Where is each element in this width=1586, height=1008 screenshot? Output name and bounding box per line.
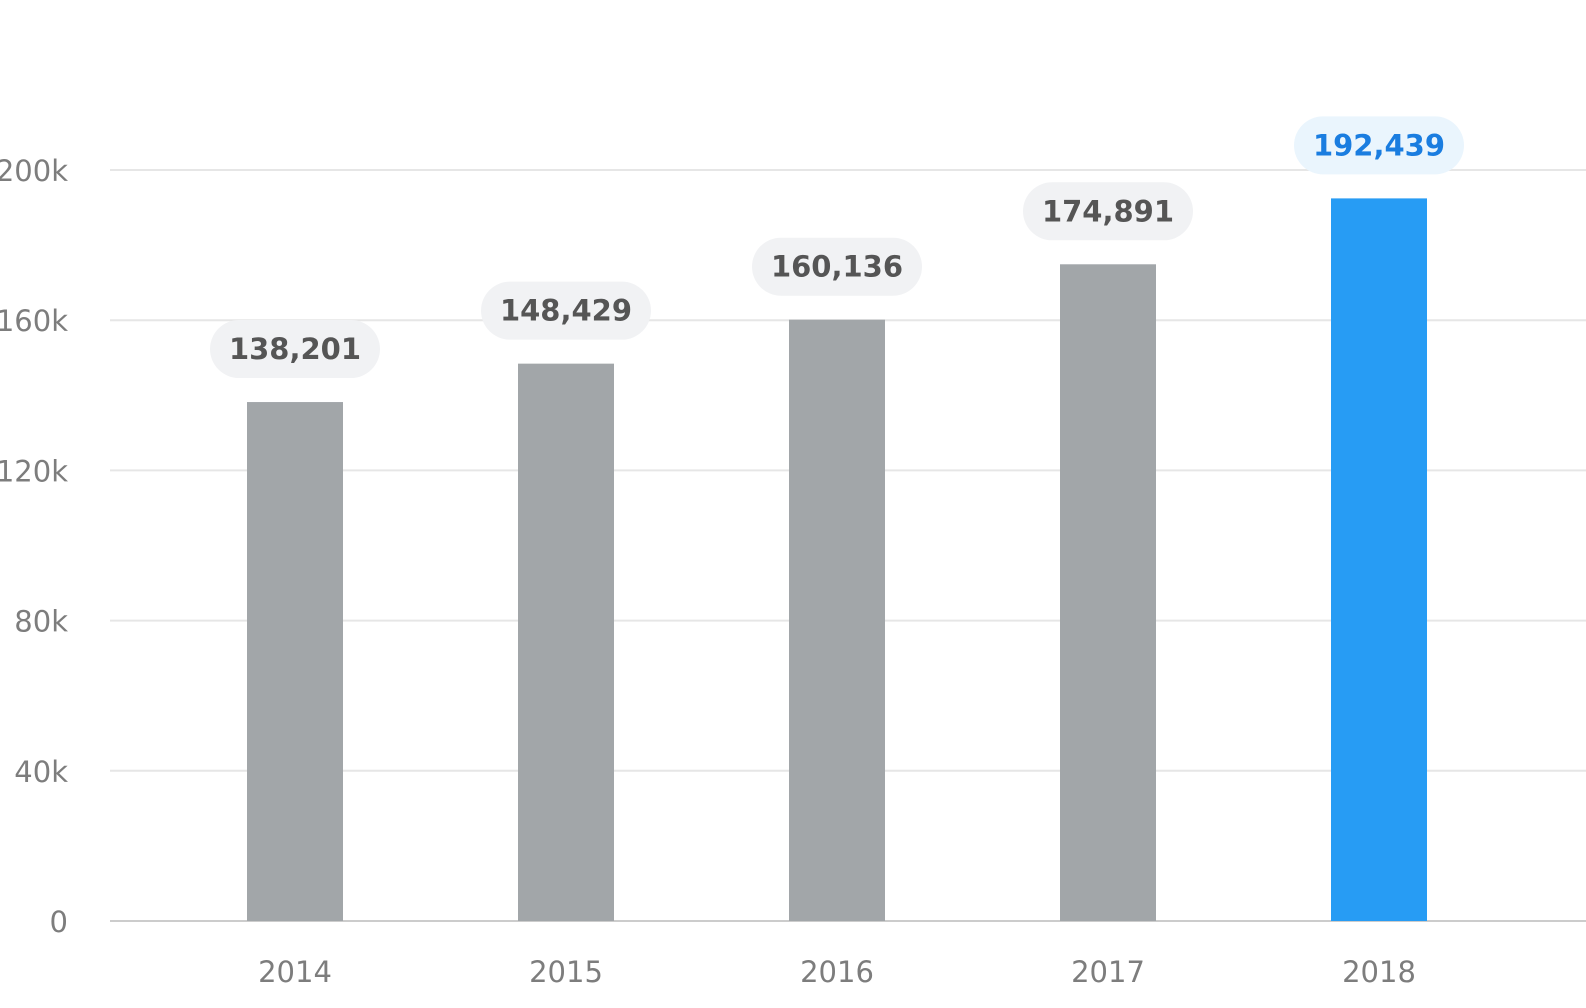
data-label-pill <box>1023 182 1193 241</box>
x-tick-label: 2014 <box>258 955 332 989</box>
bar-2015 <box>518 363 614 921</box>
y-tick-label: 120k <box>0 454 68 488</box>
x-tick-label: 2018 <box>1342 955 1416 989</box>
y-tick-label: 160k <box>0 304 68 338</box>
y-axis-ticks: 0 40k 80k 120k 160k 200k <box>0 154 68 939</box>
data-label-pill <box>752 237 922 296</box>
x-axis-ticks: 2014 2015 2016 2017 2018 <box>258 955 1416 989</box>
y-tick-label: 80k <box>14 605 68 639</box>
bars <box>247 198 1427 922</box>
y-tick-label: 200k <box>0 154 68 188</box>
x-tick-label: 2015 <box>529 955 603 989</box>
bar-2018 <box>1331 198 1427 922</box>
data-label: 192,439 <box>1313 128 1445 162</box>
data-labels: 138,201 148,429 160,136 174,891 192,439 <box>210 116 1464 379</box>
data-label: 138,201 <box>229 332 361 366</box>
data-label: 160,136 <box>771 250 903 284</box>
x-tick-label: 2017 <box>1071 955 1145 989</box>
bar-2016 <box>789 319 885 921</box>
data-label: 148,429 <box>500 294 632 328</box>
y-tick-label: 0 <box>50 905 68 939</box>
bar-2014 <box>247 402 343 921</box>
y-tick-label: 40k <box>14 755 68 789</box>
x-tick-label: 2016 <box>800 955 874 989</box>
bar-2017 <box>1060 264 1156 921</box>
data-label-pill <box>481 281 651 340</box>
data-label-pill <box>1294 116 1464 175</box>
data-label-pill <box>210 320 380 379</box>
data-label: 174,891 <box>1042 194 1174 228</box>
